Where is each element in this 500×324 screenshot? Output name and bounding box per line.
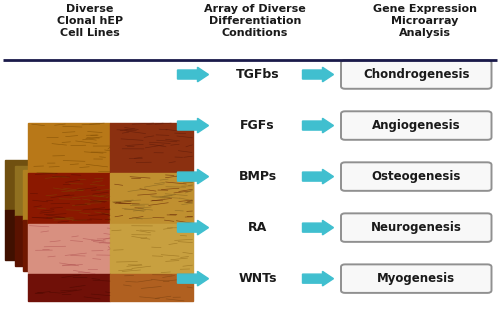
Bar [98, 216, 180, 266]
FancyBboxPatch shape [341, 111, 492, 140]
Text: Neurogenesis: Neurogenesis [371, 221, 462, 234]
Bar [110, 123, 192, 173]
FancyBboxPatch shape [341, 60, 492, 89]
FancyArrow shape [302, 220, 334, 235]
Bar [88, 210, 170, 260]
Bar [15, 166, 98, 216]
FancyArrow shape [302, 169, 334, 184]
FancyBboxPatch shape [341, 214, 492, 242]
Bar [110, 224, 192, 274]
Bar [110, 173, 192, 224]
FancyArrow shape [178, 118, 208, 133]
Text: Chondrogenesis: Chondrogenesis [363, 68, 470, 81]
Bar [28, 224, 110, 274]
Text: Osteogenesis: Osteogenesis [372, 170, 461, 183]
FancyArrow shape [302, 118, 334, 133]
FancyArrow shape [178, 272, 208, 286]
Bar [105, 220, 188, 271]
Bar [28, 123, 110, 173]
Bar [110, 173, 192, 224]
Bar [5, 160, 87, 210]
Bar [28, 274, 110, 301]
Text: RA: RA [248, 221, 267, 234]
Bar [5, 210, 87, 260]
Bar [28, 173, 110, 224]
FancyArrow shape [178, 220, 208, 235]
FancyArrow shape [302, 67, 334, 82]
Text: TGFbs: TGFbs [236, 68, 280, 81]
Text: Gene Expression
Microarray
Analysis: Gene Expression Microarray Analysis [373, 4, 477, 39]
Text: BMPs: BMPs [238, 170, 277, 183]
Bar [15, 216, 98, 266]
Bar [22, 170, 105, 220]
FancyArrow shape [178, 169, 208, 184]
Bar [28, 173, 110, 224]
Text: Diverse
Clonal hEP
Cell Lines: Diverse Clonal hEP Cell Lines [57, 4, 123, 39]
Bar [88, 160, 170, 210]
Text: WNTs: WNTs [238, 272, 277, 285]
Text: Myogenesis: Myogenesis [377, 272, 456, 285]
Bar [22, 220, 105, 271]
Bar [98, 166, 180, 216]
Text: Angiogenesis: Angiogenesis [372, 119, 460, 132]
FancyBboxPatch shape [341, 264, 492, 293]
FancyArrow shape [178, 67, 208, 82]
Bar [110, 274, 192, 301]
Text: Array of Diverse
Differentiation
Conditions: Array of Diverse Differentiation Conditi… [204, 4, 306, 39]
Bar [105, 170, 188, 220]
FancyArrow shape [302, 272, 334, 286]
Text: FGFs: FGFs [240, 119, 275, 132]
FancyBboxPatch shape [341, 162, 492, 191]
